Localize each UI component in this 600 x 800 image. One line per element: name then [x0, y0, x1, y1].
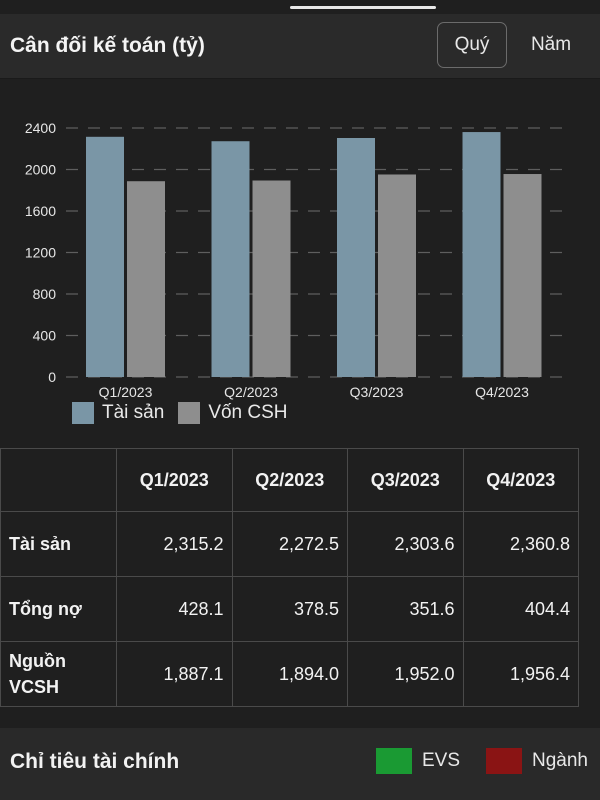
row-label: Tài sản: [0, 511, 117, 577]
balance-bar-chart: 0 400 800 1200 1600 2000 2400 Q1/2023 Q2/2023 Q3/…: [25, 120, 570, 400]
page-title: Cân đối kế toán (tỷ): [10, 34, 205, 57]
y-tick-label: 2400: [25, 120, 56, 136]
table-row: Nguồn VCSH 1,887.1 1,894.0 1,952.0 1,956…: [0, 641, 579, 707]
table-cell: 2,360.8: [462, 511, 579, 577]
legend-swatch-industry: [486, 748, 522, 774]
x-tick-label: Q1/2023: [99, 384, 153, 400]
legend-item-equity: Vốn CSH: [178, 402, 288, 424]
section-title: Chỉ tiêu tài chính: [10, 750, 180, 773]
legend-swatch-assets: [72, 402, 94, 424]
legend-label-equity: Vốn CSH: [208, 402, 288, 423]
table-cell: 2,315.2: [116, 511, 233, 577]
y-tick-label: 400: [33, 328, 57, 344]
legend-item-assets: Tài sản: [72, 402, 164, 424]
row-label-line: VCSH: [9, 677, 60, 697]
table-cell: 1,887.1: [116, 641, 233, 707]
legend-label-evs: EVS: [422, 750, 461, 771]
top-indicator: [290, 6, 436, 9]
bar-assets[interactable]: [86, 136, 124, 377]
bar-equity[interactable]: [127, 181, 165, 377]
legend-label-industry: Ngành: [532, 750, 588, 771]
x-tick-label: Q2/2023: [224, 384, 278, 400]
column-header: Q2/2023: [231, 448, 348, 512]
bar-equity[interactable]: [252, 180, 291, 377]
bar-assets[interactable]: [211, 141, 250, 377]
legend-label-assets: Tài sản: [102, 402, 165, 423]
row-label-line: Nguồn: [9, 651, 66, 671]
bar-equity[interactable]: [378, 174, 416, 377]
x-tick-label: Q3/2023: [350, 384, 404, 400]
chart-area: 0 400 800 1200 1600 2000 2400 Q1/2023 Q2/2023 Q3/…: [0, 80, 600, 440]
bar-equity[interactable]: [503, 174, 542, 377]
legend-item-industry[interactable]: Ngành: [486, 748, 588, 774]
legend-swatch-equity: [178, 402, 201, 424]
bar-assets[interactable]: [337, 138, 375, 377]
table-row: Tài sản 2,315.2 2,272.5 2,303.6 2,360.8: [0, 511, 579, 577]
y-tick-label: 1200: [25, 245, 56, 261]
table-cell: 1,956.4: [462, 641, 579, 707]
bar-assets[interactable]: [462, 132, 501, 377]
balance-table: Q1/2023 Q2/2023 Q3/2023 Q4/2023 Tài sản …: [0, 448, 579, 707]
header-bar: Cân đối kế toán (tỷ) Quý Năm: [0, 14, 600, 79]
table-cell: 378.5: [231, 576, 348, 642]
table-cell: 428.1: [116, 576, 233, 642]
row-label: Tổng nợ: [0, 576, 117, 642]
column-header: Q3/2023: [347, 448, 464, 512]
table-corner-cell: [0, 448, 117, 512]
y-tick-label: 2000: [25, 162, 56, 178]
legend-item-evs[interactable]: EVS: [376, 748, 460, 774]
table-cell: 2,303.6: [347, 511, 464, 577]
column-header: Q4/2023: [462, 448, 579, 512]
y-tick-label: 800: [33, 286, 57, 302]
table-row: Tổng nợ 428.1 378.5 351.6 404.4: [0, 576, 579, 642]
table-cell: 404.4: [462, 576, 579, 642]
period-toggle-year[interactable]: Năm: [530, 34, 572, 55]
row-label: Nguồn VCSH: [0, 641, 117, 707]
table-cell: 1,894.0: [231, 641, 348, 707]
table-cell: 1,952.0: [347, 641, 464, 707]
legend-swatch-evs: [376, 748, 412, 774]
chart-legend: Tài sản Vốn CSH: [72, 402, 302, 424]
period-toggle-quarter[interactable]: Quý: [437, 22, 507, 68]
y-tick-label: 0: [48, 369, 56, 385]
table-header-row: Q1/2023 Q2/2023 Q3/2023 Q4/2023: [0, 448, 579, 512]
y-tick-label: 1600: [25, 203, 56, 219]
footer-bar: Chỉ tiêu tài chính EVS Ngành: [0, 728, 600, 800]
table-cell: 351.6: [347, 576, 464, 642]
x-tick-label: Q4/2023: [475, 384, 529, 400]
column-header: Q1/2023: [116, 448, 233, 512]
table-cell: 2,272.5: [231, 511, 348, 577]
